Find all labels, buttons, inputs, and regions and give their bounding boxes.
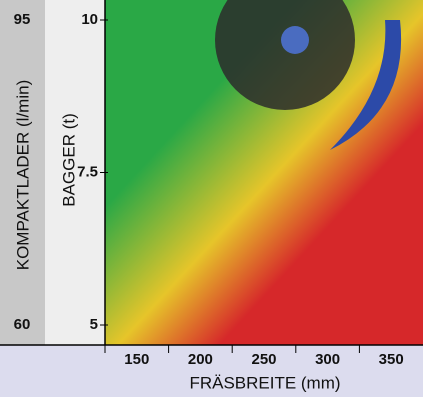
second-band [45, 0, 105, 345]
y-tick-label: 95 [14, 11, 31, 28]
y2-tick-label: 5 [90, 316, 98, 333]
wheel-image [215, 0, 355, 110]
left-band [0, 0, 45, 345]
y2-axis-label: BAGGER (t) [59, 113, 78, 207]
wheel-hub [281, 26, 309, 54]
x-tick-label: 350 [379, 351, 404, 368]
y2-tick-label: 10 [81, 11, 98, 28]
y-axis-label: KOMPAKTLADER (l/min) [13, 80, 32, 271]
x-tick-label: 250 [251, 351, 276, 368]
y2-tick-label: 7.5 [77, 163, 98, 180]
x-tick-label: 300 [315, 351, 340, 368]
x-tick-label: 200 [188, 351, 213, 368]
blade-image [330, 20, 402, 150]
x-axis-label: FRÄSBREITE (mm) [189, 373, 340, 392]
y-tick-label: 60 [14, 316, 31, 333]
x-tick-label: 150 [124, 351, 149, 368]
